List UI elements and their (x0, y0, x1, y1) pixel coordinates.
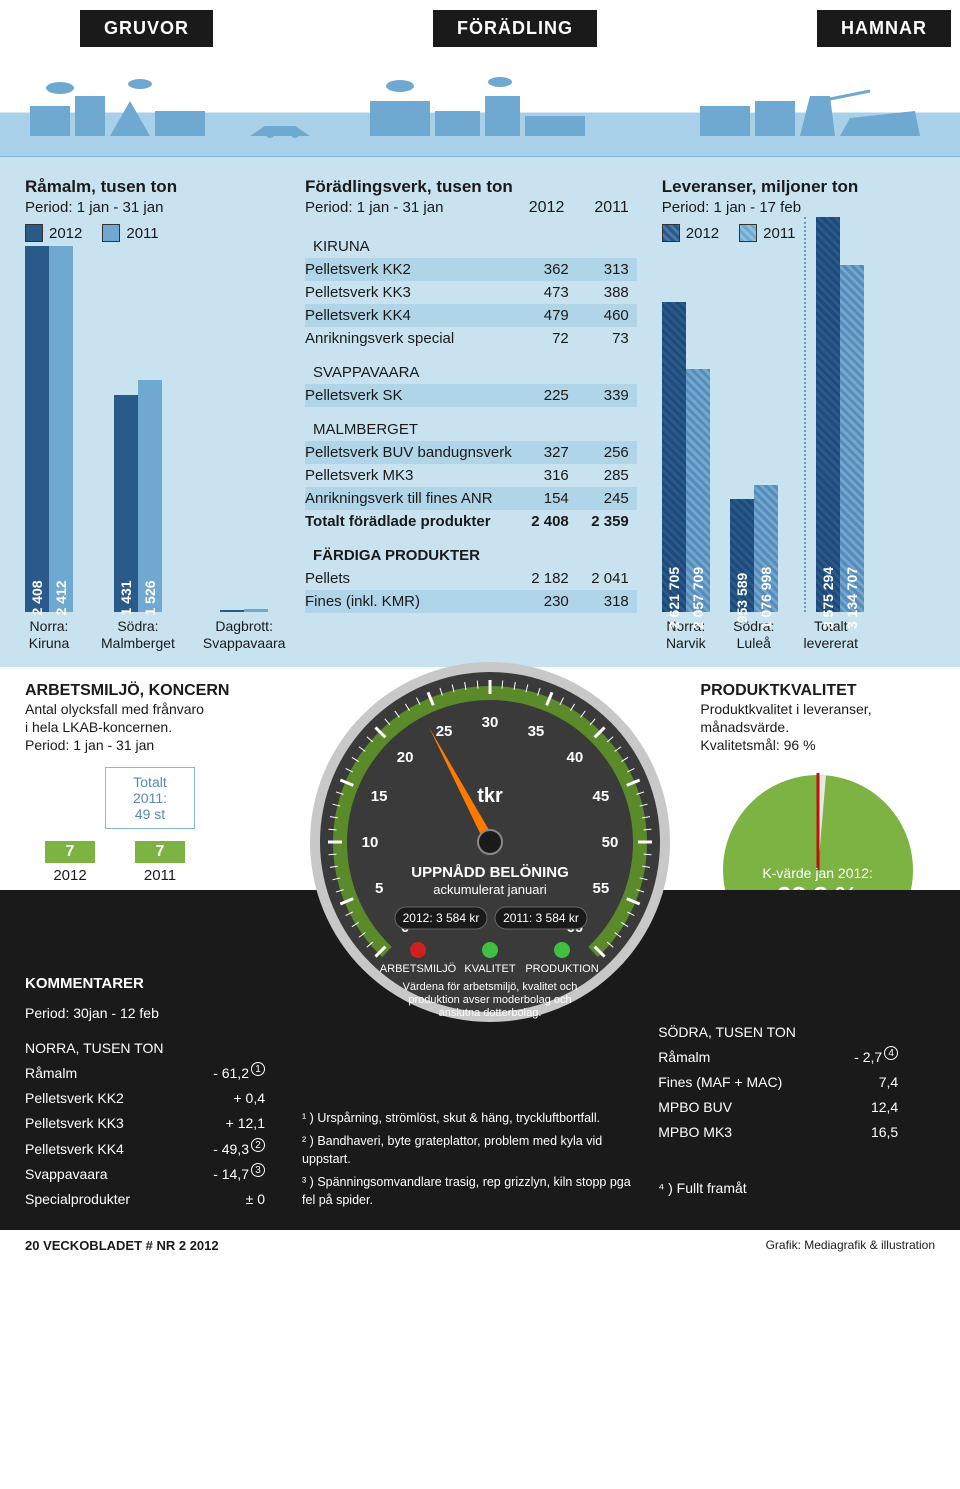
svg-text:40: 40 (567, 749, 584, 766)
svg-text:20: 20 (397, 749, 414, 766)
svg-text:15: 15 (371, 788, 388, 805)
top-tabs: GRUVOR FÖRÄDLING HAMNAR (0, 0, 960, 47)
foradling-column: Förädlingsverk, tusen ton Period: 1 jan … (305, 177, 637, 652)
gruvor-bars: 2 408 2 412 Norra:Kiruna 1 431 1 526 Söd… (25, 252, 280, 652)
svg-text:45: 45 (593, 788, 610, 805)
foradling-title: Förädlingsverk, tusen ton (305, 177, 637, 197)
hamnar-title: Leveranser, miljoner ton (662, 177, 935, 197)
hamnar-bars: 2 621 705 2 057 709 Norra:Narvik 953 589… (662, 252, 935, 652)
gauge-sub: ackumulerat januari (433, 882, 547, 897)
gruvor-legend: 2012 2011 (25, 224, 280, 242)
page-footer: 20 VECKOBLADET # NR 2 2012 Grafik: Media… (0, 1230, 960, 1261)
top-data-band: Råmalm, tusen ton Period: 1 jan - 31 jan… (0, 157, 960, 667)
gruvor-period: Period: 1 jan - 31 jan (25, 199, 280, 216)
footer-right: Grafik: Mediagrafik & illustration (766, 1238, 935, 1253)
gruvor-column: Råmalm, tusen ton Period: 1 jan - 31 jan… (25, 177, 280, 652)
foradling-period: Period: 1 jan - 31 jan (305, 199, 443, 216)
svg-text:55: 55 (593, 880, 610, 897)
svg-text:Värdena för arbetsmiljö, kvali: Värdena för arbetsmiljö, kvalitet och (403, 981, 578, 993)
foradling-table: KIRUNAPelletsverk KK2362313Pelletsverk K… (305, 224, 637, 613)
kommentarer-norra: KOMMENTARER Period: 30jan - 12 feb NORRA… (25, 910, 282, 1216)
svg-text:produktion avser moderbolag oc: produktion avser moderbolag och (408, 994, 571, 1006)
kommentarer-sodra: SÖDRA, TUSEN TON Råmalm- 2,74Fines (MAF … (658, 910, 935, 1216)
tab-hamnar: HAMNAR (817, 10, 951, 47)
svg-text:KVALITET: KVALITET (464, 963, 515, 975)
gauge-title: UPPNÅDD BELÖNING (411, 864, 569, 881)
svg-text:anslutna dotterbolag.: anslutna dotterbolag. (439, 1007, 542, 1019)
svg-text:10: 10 (362, 834, 379, 851)
svg-text:25: 25 (436, 723, 453, 740)
totalt-2011-box: Totalt 2011: 49 st (105, 767, 195, 829)
gruvor-title: Råmalm, tusen ton (25, 177, 280, 197)
gauge-unit: tkr (477, 785, 503, 807)
svg-text:50: 50 (602, 834, 619, 851)
svg-text:2012: 3 584 kr: 2012: 3 584 kr (403, 911, 480, 925)
hamnar-period: Period: 1 jan - 17 feb (662, 199, 935, 216)
gauge-svg: 051015202530354045505560 tkr UPPNÅDD BEL… (300, 652, 680, 1052)
arbets-small-bars: 7201272011 (45, 841, 269, 884)
hamnar-column: Leveranser, miljoner ton Period: 1 jan -… (662, 177, 935, 652)
svg-text:35: 35 (528, 723, 545, 740)
silhouette-band (0, 47, 960, 157)
svg-text:ARBETSMILJÖ: ARBETSMILJÖ (380, 963, 457, 975)
tab-gruvor: GRUVOR (80, 10, 213, 47)
svg-text:2011: 3 584 kr: 2011: 3 584 kr (503, 911, 579, 925)
svg-text:PRODUKTION: PRODUKTION (525, 963, 598, 975)
tab-foradling: FÖRÄDLING (433, 10, 597, 47)
gauge-block: 051015202530354045505560 tkr UPPNÅDD BEL… (290, 652, 690, 1052)
footer-left: 20 VECKOBLADET # NR 2 2012 (25, 1238, 219, 1253)
svg-text:5: 5 (375, 880, 383, 897)
svg-text:30: 30 (482, 714, 499, 731)
